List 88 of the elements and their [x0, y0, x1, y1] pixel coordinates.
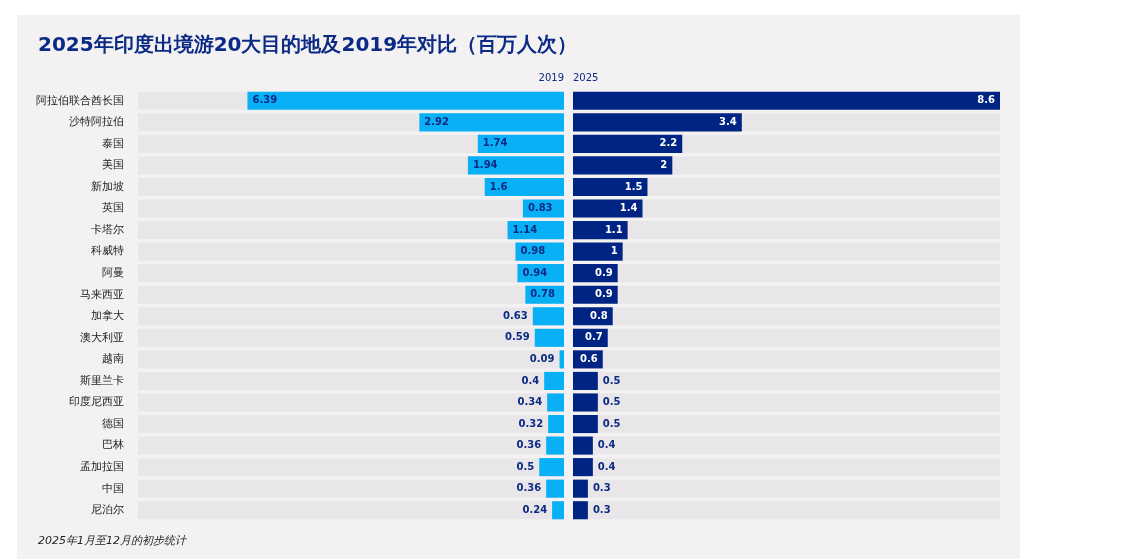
data-label: 1.14	[512, 223, 538, 235]
data-label: 0.4	[521, 374, 540, 386]
y-tick-label: 沙特阿拉伯	[69, 115, 124, 129]
bar	[547, 393, 564, 412]
bar	[573, 501, 588, 520]
bar	[573, 199, 643, 218]
bar	[532, 307, 564, 326]
data-label: 0.6	[580, 352, 598, 364]
data-label: 1.5	[624, 180, 643, 192]
y-tick-label: 泰国	[102, 136, 124, 150]
bar	[552, 501, 564, 520]
y-tick-label: 德国	[102, 416, 124, 430]
bar	[546, 436, 564, 455]
y-tick-label: 阿曼	[102, 266, 124, 280]
data-label: 1.4	[619, 202, 638, 214]
data-label: 0.3	[592, 503, 611, 515]
y-tick-label: 科威特	[91, 244, 124, 258]
data-label: 0.34	[517, 396, 543, 408]
data-label: 1.74	[482, 137, 508, 149]
data-label: 3.4	[719, 115, 737, 127]
bar	[573, 221, 628, 240]
data-label: 0.83	[527, 202, 553, 214]
bar	[534, 328, 564, 347]
chart-title: 2025年印度出境游20大目的地及2019年对比（百万人次）	[38, 31, 578, 58]
y-tick-label: 卡塔尔	[91, 222, 124, 236]
y-tick-label: 越南	[102, 352, 124, 366]
data-label: 2.92	[424, 115, 450, 127]
y-tick-label: 尼泊尔	[91, 503, 124, 517]
data-label: 0.4	[597, 439, 616, 451]
data-label: 0.5	[602, 396, 621, 408]
y-tick-label: 马来西亚	[80, 287, 124, 301]
y-tick-label: 澳大利亚	[80, 330, 124, 344]
bar	[548, 414, 564, 434]
bar	[484, 177, 564, 197]
data-label: 1.6	[489, 180, 508, 192]
bar	[477, 134, 564, 153]
bar	[539, 458, 564, 477]
bar	[573, 371, 598, 390]
data-label: 0.36	[516, 439, 542, 451]
bar	[573, 414, 598, 434]
data-label: 0.8	[590, 309, 608, 321]
data-label: 0.94	[522, 266, 548, 278]
data-label: 0.4	[597, 460, 616, 472]
data-label: 0.24	[522, 503, 548, 515]
bar	[546, 479, 564, 498]
data-label: 1.94	[472, 159, 498, 171]
data-label: 0.9	[594, 288, 613, 300]
data-label: 0.98	[520, 245, 546, 257]
series-label: 2025	[573, 72, 599, 83]
y-tick-label: 加拿大	[91, 309, 124, 323]
data-label: 0.32	[518, 417, 544, 429]
y-tick-label: 英国	[102, 201, 124, 215]
data-label: 1	[610, 245, 618, 257]
text: 2025年1月至12月的初步统计	[38, 533, 186, 548]
bar	[573, 242, 623, 261]
data-label: 0.7	[585, 331, 603, 343]
bar	[573, 156, 673, 175]
data-label: 6.39	[252, 94, 278, 106]
bar	[573, 436, 593, 455]
series-label: 2019	[538, 72, 564, 83]
y-tick-label: 中国	[102, 481, 124, 495]
data-label: 0.09	[529, 352, 555, 364]
bar	[467, 156, 564, 175]
data-label: 2.2	[659, 137, 678, 149]
data-label: 2	[660, 159, 668, 171]
data-label: 1.1	[604, 223, 623, 235]
data-label: 0.78	[530, 288, 556, 300]
data-label: 0.59	[505, 331, 530, 343]
data-label: 0.63	[503, 309, 528, 321]
y-tick-label: 美国	[102, 158, 124, 172]
bar	[573, 479, 588, 498]
data-label: 0.5	[602, 417, 621, 429]
bar	[544, 371, 564, 390]
y-tick-label: 孟加拉国	[80, 459, 124, 473]
data-label: 0.5	[516, 460, 535, 472]
y-tick-label: 阿拉伯联合酋长国	[36, 93, 124, 107]
y-tick-label: 新加坡	[91, 179, 124, 193]
y-tick-label: 印度尼西亚	[69, 395, 124, 409]
data-label: 0.5	[602, 374, 621, 386]
y-tick-label: 巴林	[102, 438, 124, 452]
data-label: 0.3	[592, 482, 611, 494]
y-tick-label: 斯里兰卡	[80, 373, 124, 387]
bar	[573, 177, 648, 197]
bar	[573, 393, 598, 412]
data-label: 8.6	[977, 94, 996, 106]
data-label: 0.9	[594, 266, 613, 278]
data-label: 0.36	[516, 482, 542, 494]
bar	[573, 458, 593, 477]
